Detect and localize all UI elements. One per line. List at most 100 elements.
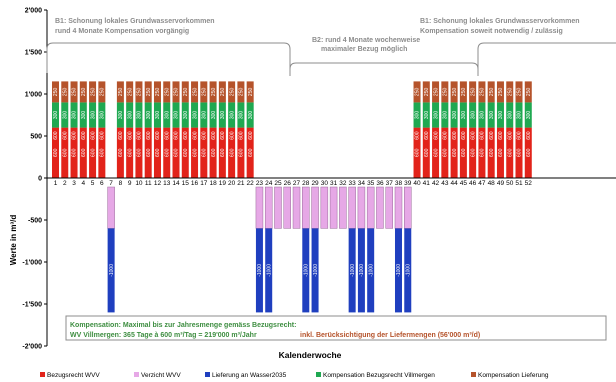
x-tick-label: 37 bbox=[386, 180, 394, 187]
bar-kompensation-lieferung bbox=[172, 81, 180, 103]
bar-kompensation-bezugsrecht-villmergen bbox=[79, 102, 87, 128]
bar-verzicht-wvv bbox=[357, 186, 366, 229]
bar-bezugsrecht-wvv bbox=[413, 127, 421, 178]
bar-value-label: 300 bbox=[229, 111, 235, 120]
x-tick-label: 10 bbox=[135, 180, 143, 187]
bar-value-label: 600 bbox=[248, 131, 254, 140]
bar-value-label: 300 bbox=[155, 111, 161, 120]
bar-value-label: 600 bbox=[62, 148, 68, 157]
bar-verzicht-wvv bbox=[385, 186, 393, 229]
bar-lieferung-an-wasser2035 bbox=[255, 228, 263, 313]
bar-value-label: 250 bbox=[53, 88, 59, 97]
bar-value-label: 600 bbox=[202, 148, 208, 157]
bar-value-label: 250 bbox=[155, 88, 161, 97]
bar-bezugsrecht-wvv bbox=[70, 127, 78, 178]
bar-value-label: 250 bbox=[526, 88, 532, 97]
bar-value-label: 600 bbox=[220, 148, 226, 157]
bar-kompensation-bezugsrecht-villmergen bbox=[172, 102, 180, 128]
bar-value-label: 300 bbox=[90, 111, 96, 120]
bar-value-label: 600 bbox=[239, 148, 245, 157]
bar-lieferung-an-wasser2035 bbox=[311, 228, 319, 313]
bar-kompensation-lieferung bbox=[61, 81, 69, 103]
bar-kompensation-bezugsrecht-villmergen bbox=[89, 102, 97, 128]
bar-value-label: 600 bbox=[498, 148, 504, 157]
bar-value-label: 600 bbox=[81, 131, 87, 140]
bar-value-label: 300 bbox=[174, 111, 180, 120]
bar-value-label: 250 bbox=[81, 88, 87, 97]
bar-kompensation-bezugsrecht-villmergen bbox=[61, 102, 69, 128]
bar-bezugsrecht-wvv bbox=[469, 127, 477, 178]
legend-label: Bezugsrecht WVV bbox=[47, 372, 100, 379]
x-tick-label: 13 bbox=[163, 180, 171, 187]
legend: Bezugsrecht WVV Verzicht WVV Lieferung an … bbox=[40, 372, 549, 379]
bar-kompensation-bezugsrecht-villmergen bbox=[218, 102, 226, 128]
x-tick-label: 28 bbox=[302, 180, 310, 187]
x-tick-label: 45 bbox=[460, 180, 468, 187]
bar-value-label: 600 bbox=[164, 131, 170, 140]
bar-lieferung-an-wasser2035 bbox=[302, 228, 310, 313]
x-tick-label: 18 bbox=[209, 180, 217, 187]
x-tick-label: 11 bbox=[145, 180, 152, 187]
svg-text:Kompensation soweit notwendig: Kompensation soweit notwendig / zulässig bbox=[420, 28, 563, 35]
x-tick-label: 26 bbox=[284, 180, 292, 187]
bar-value-label: 600 bbox=[433, 148, 439, 157]
bar-kompensation-lieferung bbox=[515, 81, 523, 103]
bar-kompensation-bezugsrecht-villmergen bbox=[478, 102, 486, 128]
x-tick-label: 36 bbox=[376, 180, 384, 187]
x-tick-label: 20 bbox=[228, 180, 236, 187]
bar-value-label: 600 bbox=[424, 148, 430, 157]
bar-kompensation-bezugsrecht-villmergen bbox=[487, 102, 495, 128]
bar-bezugsrecht-wvv bbox=[506, 127, 514, 178]
x-tick-label: 32 bbox=[339, 180, 347, 187]
bar-value-label: 300 bbox=[489, 111, 495, 120]
bar-kompensation-lieferung bbox=[144, 81, 152, 103]
bar-kompensation-bezugsrecht-villmergen bbox=[116, 102, 124, 128]
bar-value-label: 600 bbox=[53, 148, 59, 157]
x-tick-label: 3 bbox=[72, 180, 76, 187]
x-tick-label: 47 bbox=[478, 180, 486, 187]
bar-kompensation-bezugsrecht-villmergen bbox=[200, 102, 208, 128]
bar-value-label: 600 bbox=[229, 131, 235, 140]
bar-value-label: 250 bbox=[443, 88, 449, 97]
bar-kompensation-lieferung bbox=[70, 81, 78, 103]
bar-verzicht-wvv bbox=[283, 186, 291, 229]
bar-kompensation-bezugsrecht-villmergen bbox=[506, 102, 514, 128]
x-tick-label: 22 bbox=[247, 180, 255, 187]
bar-verzicht-wvv bbox=[292, 186, 301, 229]
bar-value-label: 600 bbox=[53, 131, 59, 140]
bar-bezugsrecht-wvv bbox=[209, 127, 217, 178]
x-tick-label: 33 bbox=[349, 180, 357, 187]
bar-bezugsrecht-wvv bbox=[61, 127, 69, 178]
bar-bezugsrecht-wvv bbox=[246, 127, 254, 178]
bar-value-label: 250 bbox=[248, 88, 254, 97]
x-tick-label: 16 bbox=[191, 180, 199, 187]
bar-verzicht-wvv bbox=[394, 186, 403, 229]
bar-value-label: 600 bbox=[174, 131, 180, 140]
bar-value-label: 300 bbox=[164, 111, 170, 120]
bar-value-label: -1000 bbox=[359, 264, 365, 277]
bar-value-label: 300 bbox=[81, 111, 87, 120]
bar-value-label: 600 bbox=[507, 148, 513, 157]
bar-kompensation-bezugsrecht-villmergen bbox=[237, 102, 245, 128]
bars: 6006003002506006003002506006003002506006… bbox=[52, 81, 532, 313]
bar-value-label: 600 bbox=[118, 131, 124, 140]
y-axis-ticks: 2'000 1'500 1'000 500 0 -500 -1'000 -1'500 -2'00… bbox=[22, 8, 47, 351]
bar-bezugsrecht-wvv bbox=[181, 127, 189, 178]
bar-kompensation-lieferung bbox=[450, 81, 458, 103]
annotation-b1-left: B1: Schonung lokales Grundwasservorkomme… bbox=[46, 18, 291, 73]
bar-value-label: 250 bbox=[164, 88, 170, 97]
bar-bezugsrecht-wvv bbox=[126, 127, 134, 178]
bar-value-label: 600 bbox=[146, 131, 152, 140]
bar-value-label: 300 bbox=[461, 111, 467, 120]
bar-kompensation-lieferung bbox=[524, 81, 532, 103]
bar-value-label: 600 bbox=[239, 131, 245, 140]
x-tick-label: 41 bbox=[423, 180, 431, 187]
bar-value-label: 600 bbox=[424, 131, 430, 140]
y-tick-label: 1'000 bbox=[25, 92, 42, 99]
x-tick-label: 40 bbox=[413, 180, 421, 187]
bar-kompensation-bezugsrecht-villmergen bbox=[228, 102, 236, 128]
svg-text:maximaler Bezug möglich: maximaler Bezug möglich bbox=[321, 46, 407, 53]
bar-kompensation-lieferung bbox=[237, 81, 245, 103]
bar-value-label: 600 bbox=[443, 131, 449, 140]
